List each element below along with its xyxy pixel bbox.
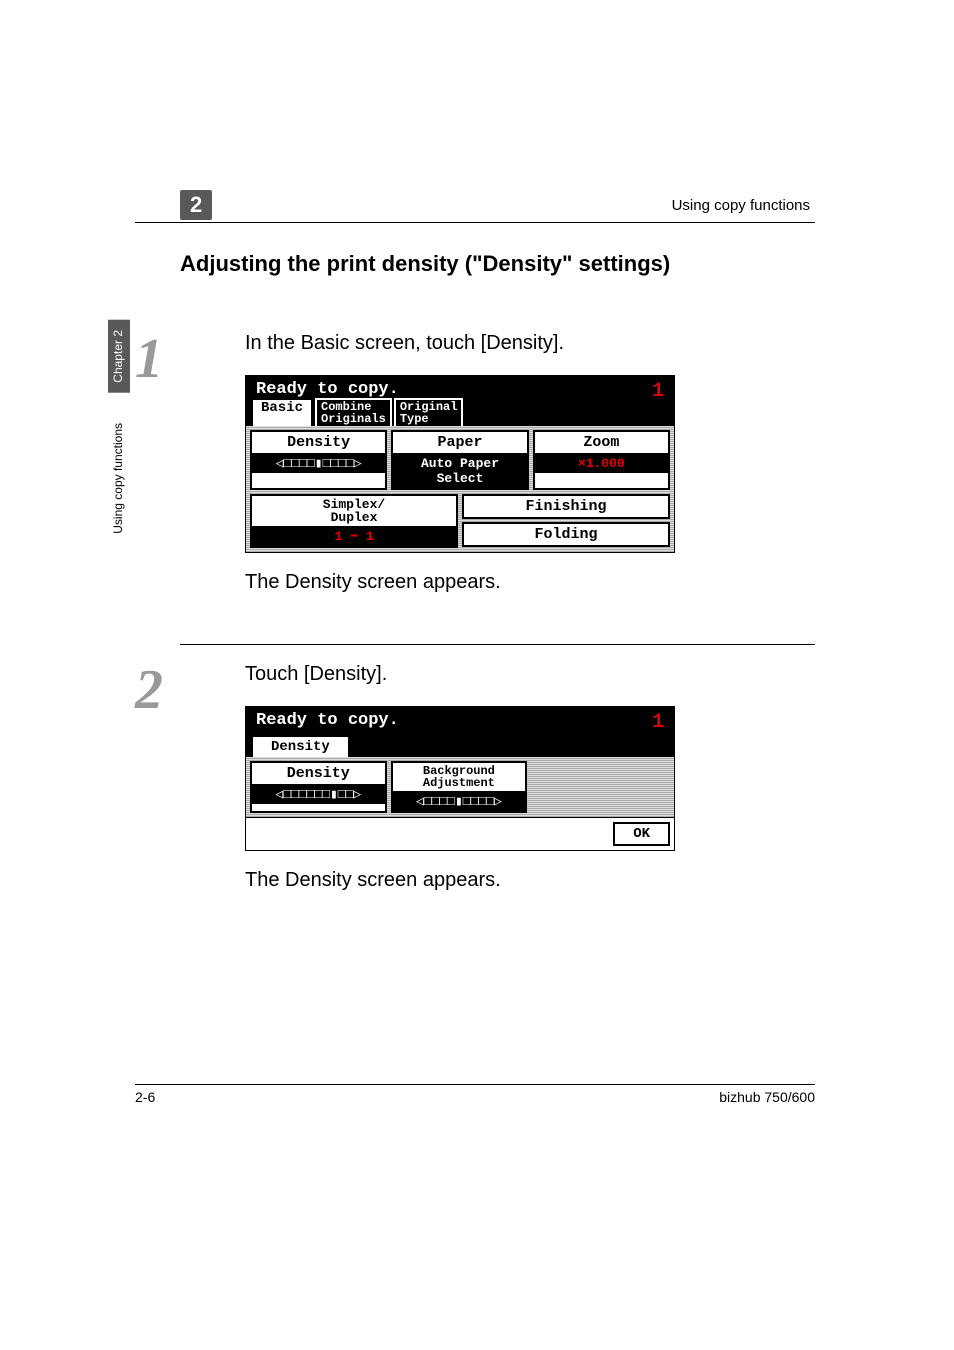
- sidebar: Chapter 2 Using copy functions: [108, 320, 130, 543]
- page-number: 2-6: [135, 1089, 155, 1105]
- background-adjustment-button[interactable]: Background Adjustment ◁□□□□▮□□□□▷: [391, 761, 528, 813]
- step-2-number: 2: [135, 668, 245, 713]
- ok-button[interactable]: OK: [613, 822, 670, 846]
- model-name: bizhub 750/600: [719, 1089, 815, 1105]
- basic-screen: Ready to copy. 1 Basic Combine Originals…: [245, 375, 675, 553]
- page-header: 2 Using copy functions: [135, 190, 815, 220]
- sidebar-chapter-tab: Chapter 2: [108, 320, 130, 393]
- header-divider: [135, 222, 815, 223]
- paper-value: Auto Paper Select: [393, 454, 526, 488]
- density-screen: Ready to copy. 1 Density Density ◁□□□□□□…: [245, 706, 675, 851]
- density-slider: ◁□□□□▮□□□□▷: [252, 454, 385, 473]
- basic-screen-row2: Simplex/ Duplex 1 ➡ 1 Finishing Folding: [246, 494, 674, 552]
- density-screen-body: Density ◁□□□□□□▮□□▷ Background Adjustmen…: [246, 757, 674, 817]
- zoom-label: Zoom: [535, 432, 668, 454]
- page-footer: 2-6 bizhub 750/600: [135, 1084, 815, 1105]
- folding-button[interactable]: Folding: [462, 522, 670, 547]
- density-label: Density: [252, 432, 385, 454]
- step-2-instruction: Touch [Density].: [245, 663, 815, 686]
- copy-count: 1: [652, 380, 664, 403]
- step-2-note: The Density screen appears.: [245, 869, 815, 892]
- screen-tabs-2: Density: [251, 735, 350, 757]
- background-slider: ◁□□□□▮□□□□▷: [393, 792, 526, 811]
- folding-label: Folding: [464, 524, 668, 545]
- density-detail-label: Density: [252, 763, 385, 785]
- simplex-label: Simplex/ Duplex: [252, 496, 456, 527]
- step-1-note: The Density screen appears.: [245, 571, 815, 594]
- density-button[interactable]: Density ◁□□□□▮□□□□▷: [250, 430, 387, 490]
- ready-status: Ready to copy.: [256, 380, 399, 399]
- finishing-label: Finishing: [464, 496, 668, 517]
- background-label: Background Adjustment: [393, 763, 526, 792]
- simplex-value: 1 ➡ 1: [252, 527, 456, 546]
- step-1: 1 In the Basic screen, touch [Density]. …: [135, 332, 815, 624]
- screen-tabs: Basic Combine Originals Original Type: [251, 398, 463, 426]
- finishing-button[interactable]: Finishing: [462, 494, 670, 519]
- step-divider: [180, 644, 815, 645]
- tab-density[interactable]: Density: [251, 735, 350, 757]
- zoom-button[interactable]: Zoom ×1.000: [533, 430, 670, 490]
- tab-basic[interactable]: Basic: [251, 398, 313, 426]
- footer-divider: [135, 1084, 815, 1085]
- header-section-text: Using copy functions: [672, 197, 810, 214]
- step-1-instruction: In the Basic screen, touch [Density].: [245, 332, 815, 355]
- zoom-value: ×1.000: [535, 454, 668, 473]
- density-detail-slider: ◁□□□□□□▮□□▷: [252, 785, 385, 804]
- sidebar-section-label: Using copy functions: [108, 413, 128, 544]
- density-detail-button[interactable]: Density ◁□□□□□□▮□□▷: [250, 761, 387, 813]
- section-title: Adjusting the print density ("Density" s…: [180, 251, 815, 277]
- chapter-number-badge: 2: [180, 190, 212, 220]
- paper-label: Paper: [393, 432, 526, 454]
- step-1-number: 1: [135, 337, 245, 382]
- paper-button[interactable]: Paper Auto Paper Select: [391, 430, 528, 490]
- copy-count-2: 1: [652, 711, 664, 734]
- tab-original-type[interactable]: Original Type: [394, 398, 464, 426]
- lcd-titlebar-2: Ready to copy. 1 Density: [246, 707, 674, 757]
- step-2: 2 Touch [Density]. Ready to copy. 1 Dens…: [135, 663, 815, 922]
- basic-screen-grid: Density ◁□□□□▮□□□□▷ Paper Auto Paper Sel…: [246, 426, 674, 494]
- ready-status-2: Ready to copy.: [256, 711, 399, 730]
- tab-combine-originals[interactable]: Combine Originals: [315, 398, 392, 426]
- lcd-titlebar: Ready to copy. 1 Basic Combine Originals…: [246, 376, 674, 426]
- simplex-duplex-button[interactable]: Simplex/ Duplex 1 ➡ 1: [250, 494, 458, 548]
- density-screen-footer: OK: [246, 817, 674, 850]
